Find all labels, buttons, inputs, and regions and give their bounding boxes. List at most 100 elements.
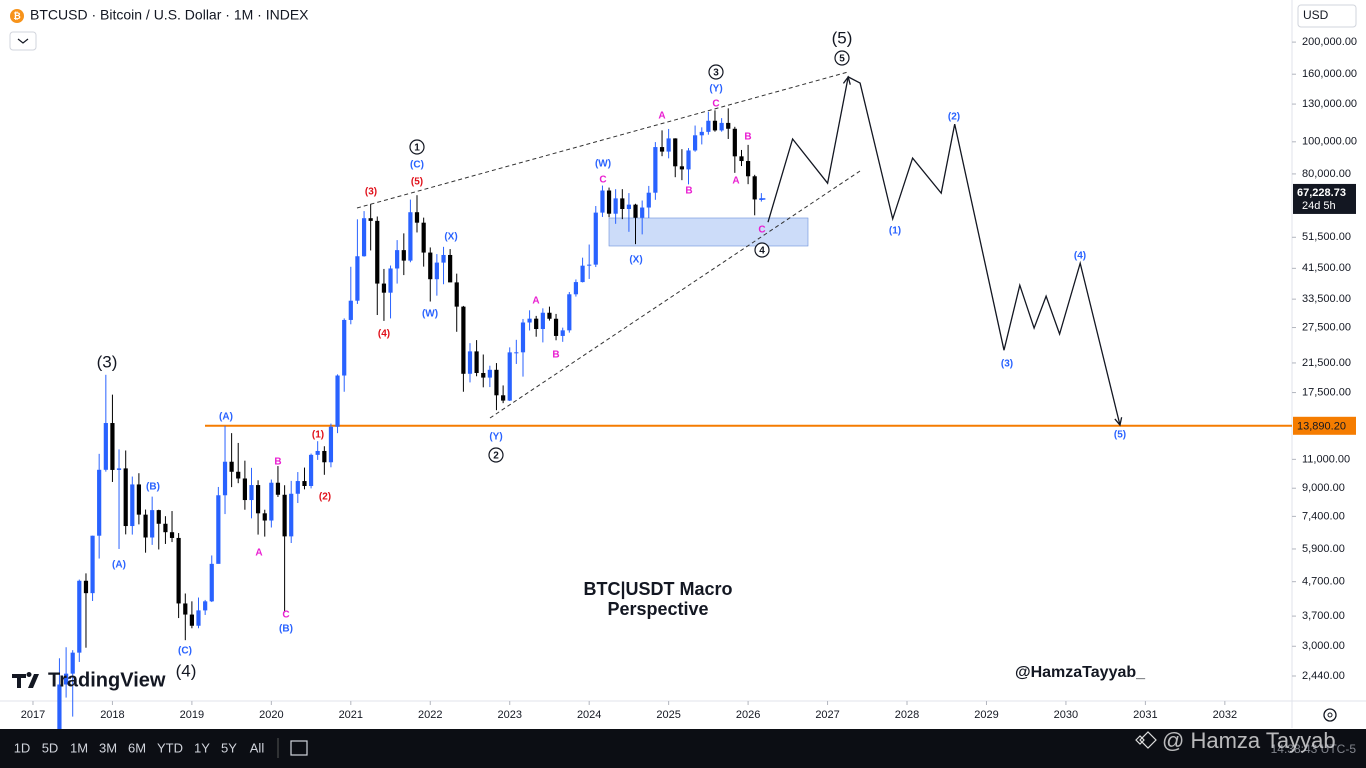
candle-body	[692, 135, 698, 151]
wave-label: (3)	[1001, 359, 1013, 370]
y-tick-label: 51,500.00	[1302, 231, 1351, 243]
collapse-button[interactable]	[9, 31, 37, 51]
wave-label: (5)	[1114, 430, 1126, 441]
candle-body	[375, 220, 380, 284]
x-tick-label: 2018	[100, 709, 124, 721]
candle-body	[143, 514, 148, 538]
candle-body	[328, 426, 334, 463]
x-tick-label: 2017	[21, 709, 45, 721]
candle-body	[255, 485, 261, 514]
candle-body	[699, 131, 704, 136]
range-button[interactable]: All	[250, 740, 265, 755]
watermark: @ Hamza Tayyab	[1162, 728, 1336, 753]
forecast-arrowhead	[842, 75, 851, 85]
candle-body	[209, 563, 214, 602]
candle-body	[335, 375, 340, 427]
range-button[interactable]: 5Y	[221, 740, 237, 755]
candle-body	[83, 580, 89, 594]
candle-body	[203, 601, 208, 611]
y-tick-label: 5,900.00	[1302, 543, 1345, 555]
level-price-label: 13,890.20	[1297, 421, 1346, 433]
wave-label: (5)	[832, 28, 853, 47]
wave-label: B	[552, 350, 559, 361]
x-tick-label: 2019	[180, 709, 204, 721]
candle-body	[567, 294, 572, 331]
candle-body	[626, 204, 632, 210]
candle-body	[441, 254, 446, 263]
candle-body	[295, 481, 300, 494]
range-button[interactable]: 1Y	[194, 740, 210, 755]
wave-label: (W)	[422, 309, 438, 320]
last-price-label: 67,228.73	[1297, 187, 1346, 199]
settings-button[interactable]	[1323, 708, 1337, 722]
wave-label: (C)	[178, 646, 192, 657]
wave-label: A	[732, 176, 739, 187]
candle-body	[501, 395, 506, 401]
y-tick-label: 80,000.00	[1302, 168, 1351, 180]
x-tick-label: 2023	[497, 709, 521, 721]
candle-body	[620, 198, 625, 210]
support-zone	[608, 217, 809, 247]
settings-icon	[1327, 712, 1333, 718]
y-tick-label: 33,500.00	[1302, 293, 1351, 305]
range-button[interactable]: 3M	[99, 740, 117, 755]
forecast-arrowhead	[1114, 417, 1123, 427]
candle-body	[222, 461, 228, 496]
candle-body	[494, 369, 499, 396]
candle-body	[646, 192, 651, 208]
candle-body	[481, 372, 486, 378]
y-tick-label: 100,000.00	[1302, 136, 1357, 148]
wave-label: (A)	[112, 560, 126, 571]
candle-body	[454, 282, 459, 307]
candle-body	[613, 198, 618, 214]
wave-label: (1)	[889, 226, 901, 237]
currency-button[interactable]	[1297, 4, 1357, 28]
wave-circle	[708, 64, 724, 80]
x-tick-label: 2027	[815, 709, 839, 721]
candle-body	[189, 614, 194, 626]
candle-body	[169, 532, 175, 538]
candle-body	[520, 322, 526, 353]
y-tick-label: 21,500.00	[1302, 357, 1351, 369]
x-tick-label: 2031	[1133, 709, 1157, 721]
range-button[interactable]: 6M	[128, 740, 146, 755]
wave-label: A	[255, 548, 262, 559]
wave-label: (A)	[219, 412, 233, 423]
wave-label: (X)	[444, 232, 457, 243]
wave-label: 4	[759, 246, 765, 257]
candle-body	[130, 484, 135, 527]
wave-label: (2)	[319, 492, 331, 503]
watermark-logo	[1135, 731, 1157, 749]
candle-body	[315, 450, 320, 455]
range-button[interactable]: 1M	[70, 740, 88, 755]
candle-body	[229, 461, 234, 472]
candle-body	[103, 423, 108, 470]
candle-body	[414, 212, 420, 223]
candle-body	[653, 147, 658, 193]
candle-body	[97, 469, 102, 536]
brand-logo	[12, 672, 39, 688]
date-range-button[interactable]	[290, 740, 308, 756]
candle-body	[361, 218, 367, 257]
x-tick-label: 2022	[418, 709, 442, 721]
wave-circle	[409, 139, 425, 155]
wave-label: 2	[493, 451, 499, 462]
candle-body	[368, 218, 373, 221]
range-button[interactable]: 1D	[14, 740, 31, 755]
candle-body	[156, 510, 161, 524]
candle-body	[659, 147, 665, 152]
range-button[interactable]: YTD	[157, 740, 183, 755]
candle-body	[434, 262, 439, 280]
currency-label: USD	[1303, 8, 1329, 22]
candle-body	[448, 254, 453, 283]
candle-body	[732, 128, 737, 157]
candle-body	[514, 352, 519, 354]
countdown-label: 24d 5h	[1302, 200, 1336, 212]
range-button[interactable]: 5D	[42, 740, 59, 755]
candle-body	[401, 250, 406, 261]
candle-body	[70, 652, 75, 674]
bottom-toolbar	[0, 729, 1366, 768]
wave-label: (2)	[948, 112, 960, 123]
y-tick-label: 4,700.00	[1302, 576, 1345, 588]
